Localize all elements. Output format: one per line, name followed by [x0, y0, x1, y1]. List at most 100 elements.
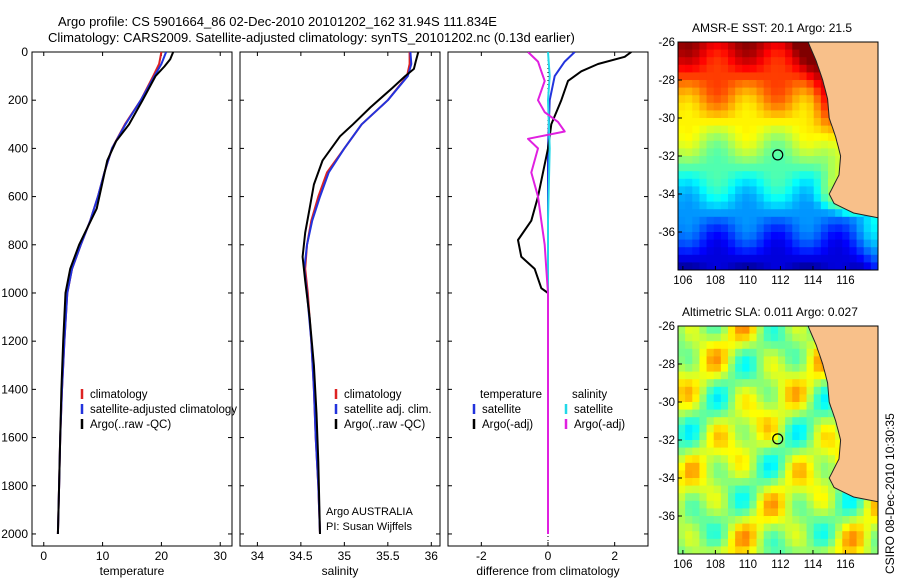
map-cell	[706, 201, 715, 210]
map-cell	[770, 140, 779, 149]
map-cell	[778, 546, 786, 554]
depth-tick-label: 1800	[1, 479, 28, 493]
map-cell	[706, 409, 715, 418]
map-cell	[742, 364, 751, 373]
map-cell	[770, 386, 779, 395]
map-cell	[813, 493, 822, 502]
map-cell	[749, 201, 758, 210]
map-cell	[742, 64, 751, 73]
map-cell	[692, 531, 701, 540]
map-cell	[713, 348, 722, 357]
map-cell	[685, 171, 693, 180]
map-cell	[742, 424, 751, 433]
map-cell	[756, 462, 765, 471]
map-cell	[735, 156, 743, 165]
map-cell	[720, 462, 729, 471]
map-cell	[713, 379, 722, 388]
map-cell	[799, 341, 808, 350]
map-cell	[820, 118, 829, 127]
map-cell	[792, 447, 801, 456]
map-cell	[849, 232, 858, 241]
map-cell	[785, 49, 793, 58]
map-cell	[699, 254, 708, 263]
map-cell	[806, 80, 815, 89]
map-cell	[763, 326, 772, 335]
map-cell	[813, 531, 822, 540]
map-cell	[813, 508, 822, 517]
map-cell	[749, 455, 758, 464]
map-cell	[785, 447, 793, 456]
map-cell	[856, 523, 865, 532]
map-cell	[706, 417, 715, 426]
map-cell	[735, 379, 743, 388]
map-cell	[713, 341, 722, 350]
map-cell	[713, 171, 722, 180]
map-cell	[699, 516, 708, 525]
map-cell	[870, 232, 878, 241]
map-cell	[685, 379, 693, 388]
map-cell	[728, 57, 736, 66]
map-cell	[749, 95, 758, 104]
map-cell	[820, 95, 829, 104]
map-cell	[770, 470, 779, 479]
map-cell	[742, 133, 751, 142]
map-cell	[720, 87, 729, 96]
map-cell	[728, 432, 736, 441]
map-cell	[678, 417, 686, 426]
map-cell	[763, 201, 772, 210]
sla_map-ytick-label: -28	[658, 359, 675, 371]
map-cell	[713, 409, 722, 418]
map-cell	[813, 500, 822, 509]
map-cell	[763, 523, 772, 532]
map-cell	[728, 462, 736, 471]
map-cell	[713, 87, 722, 96]
map-cell	[685, 386, 693, 395]
map-cell	[813, 371, 822, 380]
map-cell	[742, 156, 751, 165]
map-cell	[706, 110, 715, 119]
map-cell	[770, 485, 779, 494]
map-cell	[806, 394, 815, 403]
map-cell	[799, 125, 808, 134]
map-cell	[728, 485, 736, 494]
map-cell	[820, 87, 829, 96]
salinity-xtick-label: 35.5	[376, 549, 400, 563]
map-cell	[792, 462, 801, 471]
map-cell	[770, 194, 779, 203]
map-cell	[692, 171, 701, 180]
map-cell	[706, 326, 715, 335]
map-cell	[685, 95, 693, 104]
map-cell	[785, 87, 793, 96]
map-cell	[792, 371, 801, 380]
map-cell	[713, 478, 722, 487]
map-cell	[713, 455, 722, 464]
map-cell	[699, 333, 708, 342]
map-cell	[785, 247, 793, 256]
map-cell	[870, 531, 878, 540]
sla_map-xtick-label: 110	[739, 559, 757, 571]
map-cell	[692, 356, 701, 365]
map-cell	[778, 356, 786, 365]
map-cell	[692, 364, 701, 373]
map-cell	[706, 262, 715, 270]
map-cell	[828, 409, 836, 418]
map-cell	[820, 455, 829, 464]
map-cell	[806, 232, 815, 241]
map-cell	[749, 247, 758, 256]
map-cell	[806, 341, 815, 350]
map-cell	[863, 538, 872, 547]
map-cell	[699, 201, 708, 210]
map-cell	[678, 72, 686, 81]
map-cell	[728, 49, 736, 58]
map-cell	[770, 356, 779, 365]
map-cell	[792, 118, 801, 127]
difference-legend-label: Argo(-adj)	[482, 419, 533, 431]
map-cell	[849, 531, 858, 540]
map-cell	[813, 455, 822, 464]
map-cell	[706, 216, 715, 225]
map-cell	[749, 348, 758, 357]
map-cell	[728, 140, 736, 149]
map-cell	[720, 148, 729, 157]
map-cell	[678, 538, 686, 547]
map-cell	[792, 186, 801, 195]
